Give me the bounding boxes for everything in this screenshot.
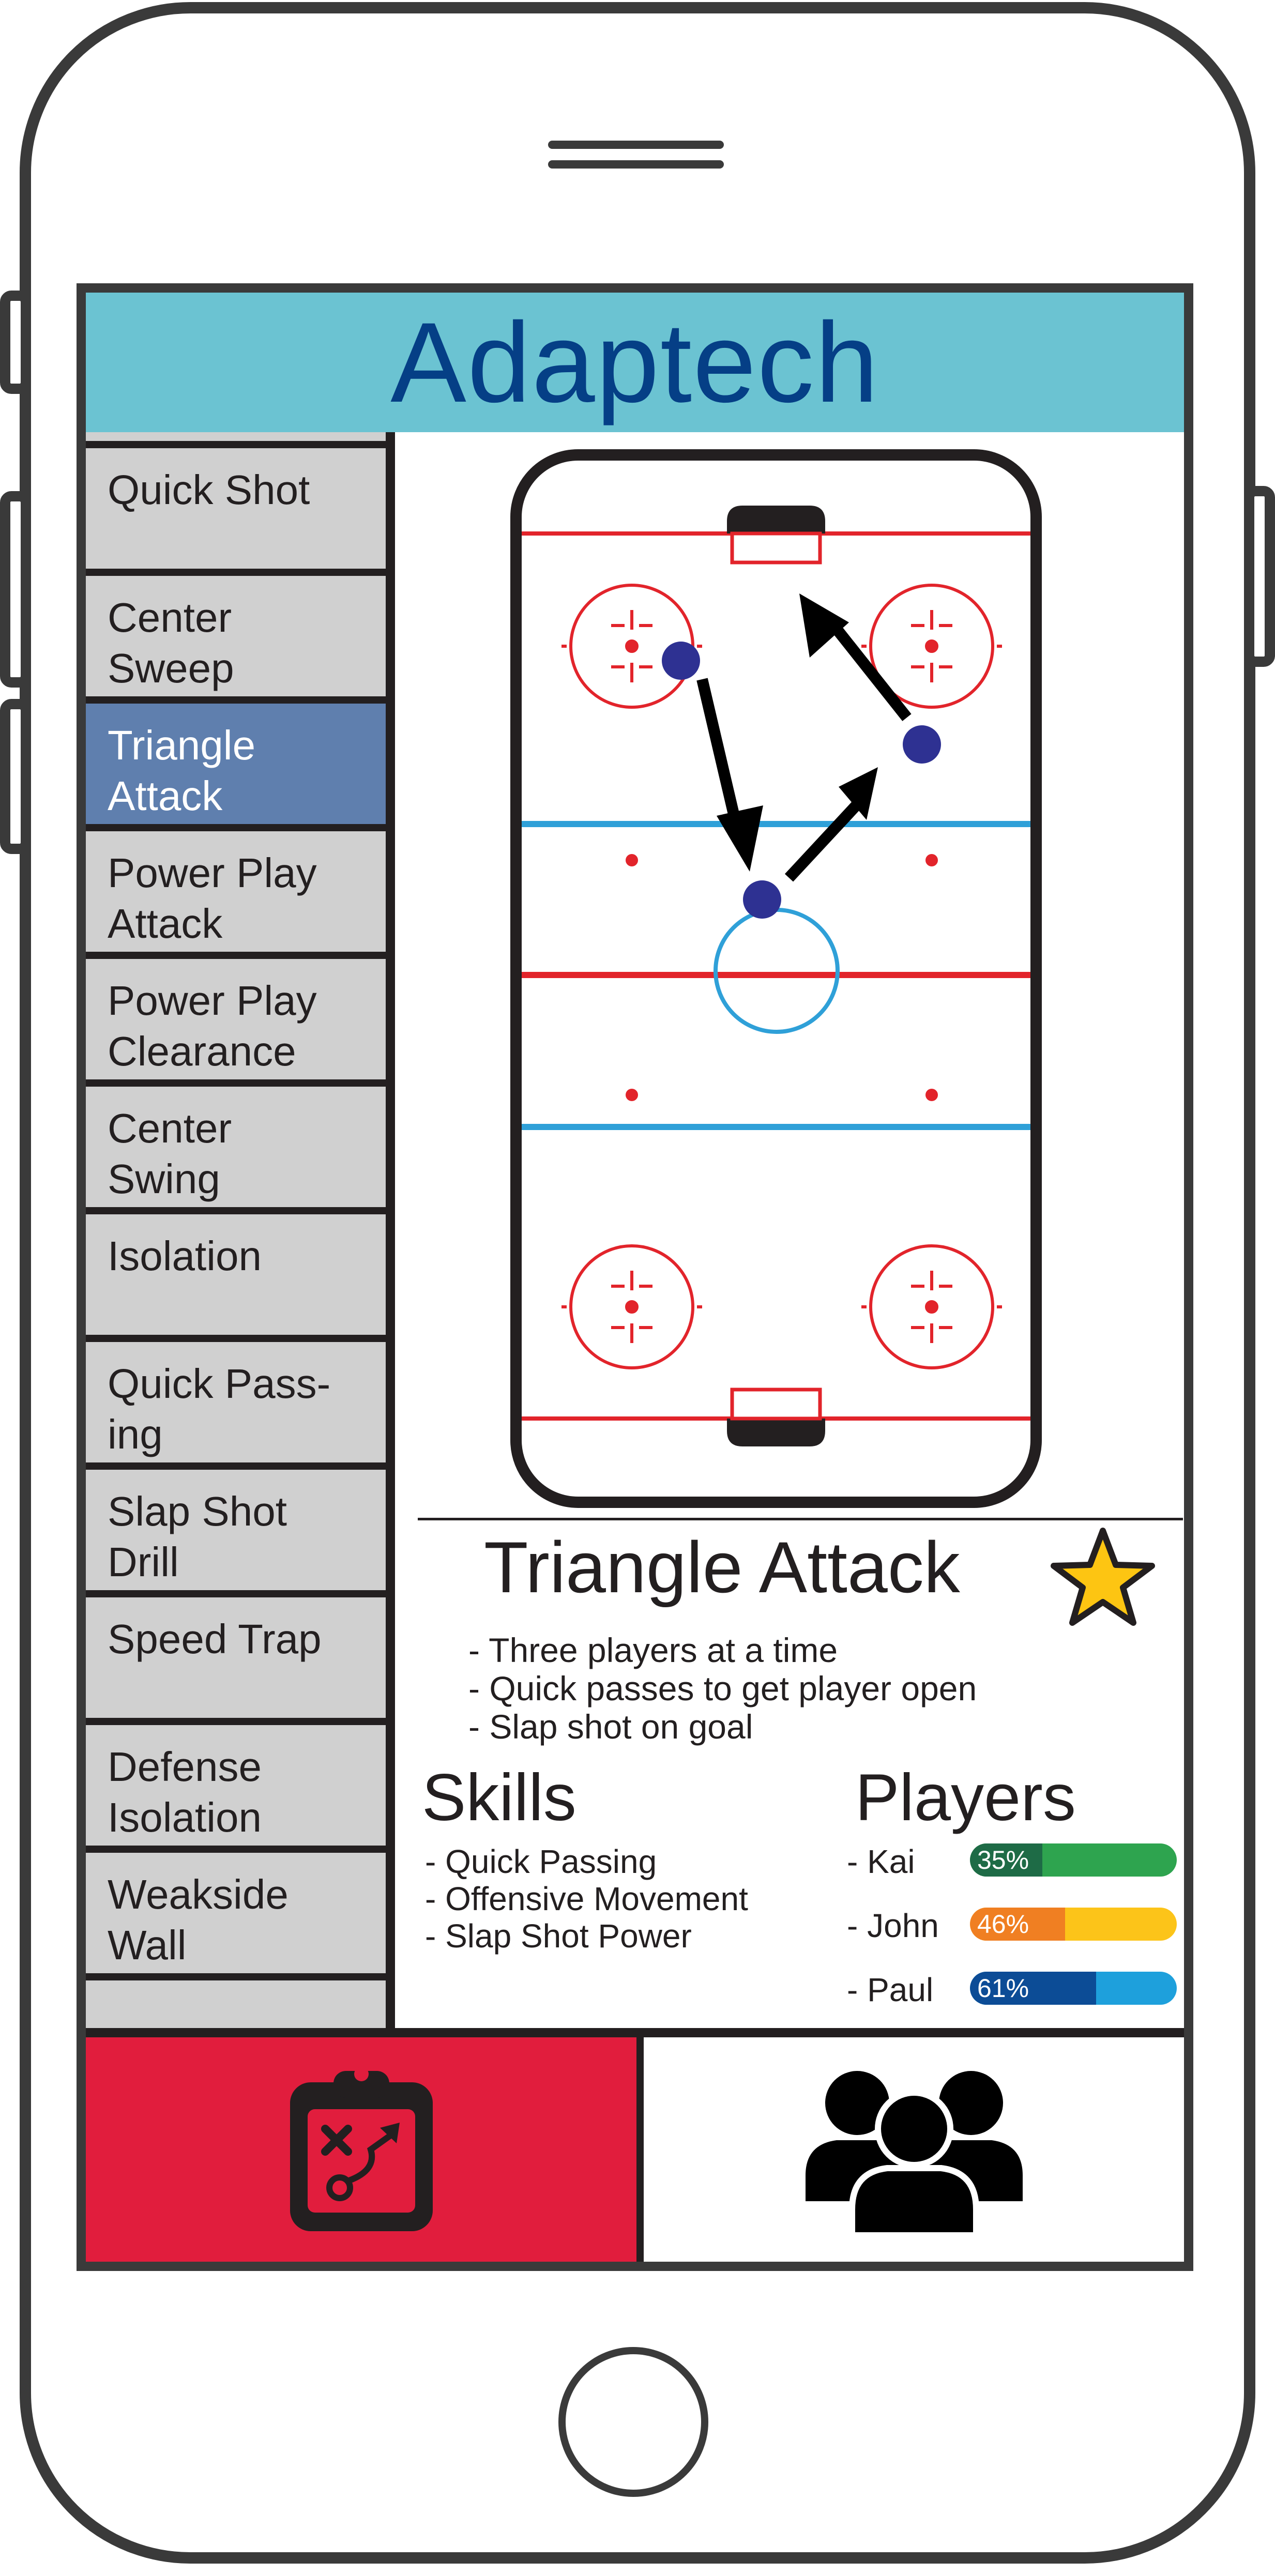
sidebar-item[interactable]: Center Sweep: [86, 569, 386, 696]
player-name: - Paul: [847, 1971, 934, 2008]
sidebar-item[interactable]: Speed Trap: [86, 1590, 386, 1718]
app-title: Adaptech: [390, 298, 879, 426]
sidebar-item[interactable]: Center Swing: [86, 1079, 386, 1207]
tab-bar-divider: [86, 2028, 1184, 2037]
players-title: Players: [855, 1761, 1076, 1835]
faceoff-circle-top-right: [861, 584, 1002, 709]
skill-item: - Offensive Movement: [425, 1880, 748, 1917]
tab-players[interactable]: [644, 2037, 1184, 2262]
phone-side-button-power: [1244, 486, 1275, 667]
sidebar-item[interactable]: Power Play Attack: [86, 824, 386, 952]
play-description-line: - Three players at a time: [468, 1631, 838, 1669]
group-icon: [805, 2071, 1023, 2237]
neutral-dot-bottom-left: [626, 1089, 638, 1101]
sidebar-item[interactable]: Quick Shot: [86, 441, 386, 569]
sidebar-filler: [86, 1973, 386, 2035]
pass-arrow-3: [799, 593, 912, 721]
star-icon[interactable]: [1049, 1526, 1157, 1629]
play-description-line: - Quick passes to get player open: [468, 1669, 977, 1708]
player-name: - Kai: [847, 1843, 915, 1880]
clipboard-play-icon: [290, 2067, 433, 2231]
play-list-sidebar[interactable]: Quick Shot Center Sweep Triangle Attack Pow…: [86, 432, 395, 2035]
play-description-line: - Slap shot on goal: [468, 1708, 753, 1746]
phone-home-button[interactable]: [558, 2347, 708, 2497]
player-name: - John: [847, 1907, 939, 1944]
play-title: Triangle Attack: [484, 1527, 960, 1608]
skills-title: Skills: [422, 1761, 576, 1835]
phone-side-button-volume-up: [0, 491, 31, 688]
sidebar-item[interactable]: Triangle Attack: [86, 696, 386, 824]
sidebar-item[interactable]: Defense Isolation: [86, 1718, 386, 1846]
tab-plays[interactable]: [86, 2037, 636, 2262]
phone-side-button-mute: [0, 291, 31, 394]
pass-arrow-2: [784, 767, 878, 882]
pass-arrow-1: [696, 678, 763, 872]
player-marker-3[interactable]: [743, 880, 781, 919]
rink-boards: [510, 449, 1042, 1508]
phone-speaker: [548, 141, 724, 170]
net-top: [727, 506, 825, 534]
net-bottom: [727, 1419, 825, 1446]
neutral-dot-top-right: [925, 854, 938, 866]
sidebar-item[interactable]: Weakside Wall: [86, 1846, 386, 1973]
player-progress-fill: 35%: [970, 1843, 1042, 1877]
phone-side-button-volume-down: [0, 699, 31, 854]
player-progress-fill: 46%: [970, 1908, 1065, 1941]
crease-bottom: [730, 1388, 822, 1421]
player-marker-2[interactable]: [903, 725, 941, 764]
rink-diagram: [510, 449, 1042, 1508]
skill-item: - Quick Passing: [425, 1843, 657, 1880]
faceoff-circle-bottom-right: [861, 1244, 1002, 1369]
sidebar-item[interactable]: Quick Pass- ing: [86, 1335, 386, 1462]
neutral-dot-bottom-right: [925, 1089, 938, 1101]
sidebar-item[interactable]: Slap Shot Drill: [86, 1462, 386, 1590]
skill-item: - Slap Shot Power: [425, 1917, 692, 1955]
player-progress-bar: 46%: [970, 1908, 1177, 1941]
app-header: Adaptech: [86, 293, 1184, 432]
neutral-dot-top-left: [626, 854, 638, 866]
player-progress-bar: 61%: [970, 1972, 1177, 2005]
faceoff-circle-bottom-left: [561, 1244, 702, 1369]
crease-top: [730, 531, 822, 565]
sidebar-item[interactable]: Power Play Clearance: [86, 952, 386, 1079]
tab-separator: [636, 2037, 644, 2262]
player-progress-fill: 61%: [970, 1972, 1096, 2005]
player-marker-1[interactable]: [662, 642, 700, 680]
detail-divider: [418, 1518, 1183, 1520]
player-progress-bar: 35%: [970, 1843, 1177, 1877]
app-screen: Adaptech Quick Shot Center Sweep Triangle …: [77, 283, 1193, 2271]
sidebar-item[interactable]: Isolation: [86, 1207, 386, 1335]
